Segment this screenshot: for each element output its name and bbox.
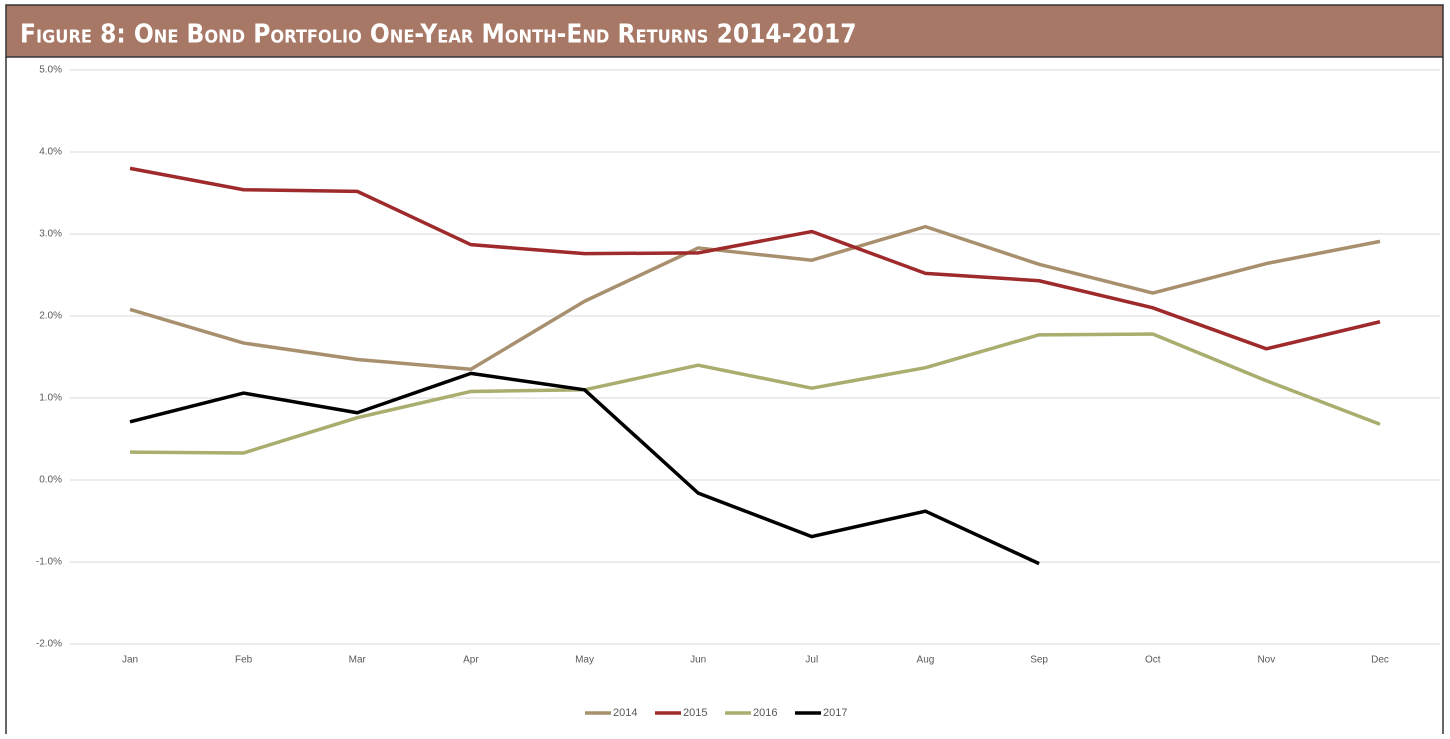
x-tick-label: Jul — [805, 655, 818, 666]
x-tick-label: Dec — [1371, 655, 1389, 666]
legend-label: 2017 — [823, 707, 847, 719]
series-line — [129, 371, 1040, 566]
title-bar — [5, 4, 1444, 58]
x-tick-label: Aug — [917, 655, 935, 666]
y-tick-label: -1.0% — [36, 557, 62, 568]
series-line — [129, 332, 1381, 455]
x-tick-label: Jan — [122, 655, 138, 666]
y-tick-label: 4.0% — [39, 147, 62, 158]
y-tick-label: 5.0% — [39, 65, 62, 76]
series-line — [129, 166, 1381, 351]
x-tick-label: Sep — [1030, 655, 1048, 666]
x-tick-label: Oct — [1145, 655, 1161, 666]
series-line — [129, 224, 1381, 372]
x-tick-label: Mar — [349, 655, 367, 666]
y-tick-label: 3.0% — [39, 229, 62, 240]
y-tick-label: 1.0% — [39, 393, 62, 404]
legend-label: 2016 — [753, 707, 777, 719]
y-tick-label: -2.0% — [36, 639, 62, 650]
y-tick-label: 0.0% — [39, 475, 62, 486]
x-tick-label: May — [575, 655, 594, 666]
y-tick-label: 2.0% — [39, 311, 62, 322]
chart-title: Figure 8: One Bond Portfolio One-Year Mo… — [20, 20, 857, 50]
legend-label: 2014 — [613, 707, 637, 719]
x-tick-label: Feb — [235, 655, 253, 666]
x-tick-label: Apr — [463, 655, 479, 666]
x-tick-label: Nov — [1257, 655, 1275, 666]
x-tick-label: Jun — [690, 655, 706, 666]
legend-label: 2015 — [683, 707, 707, 719]
